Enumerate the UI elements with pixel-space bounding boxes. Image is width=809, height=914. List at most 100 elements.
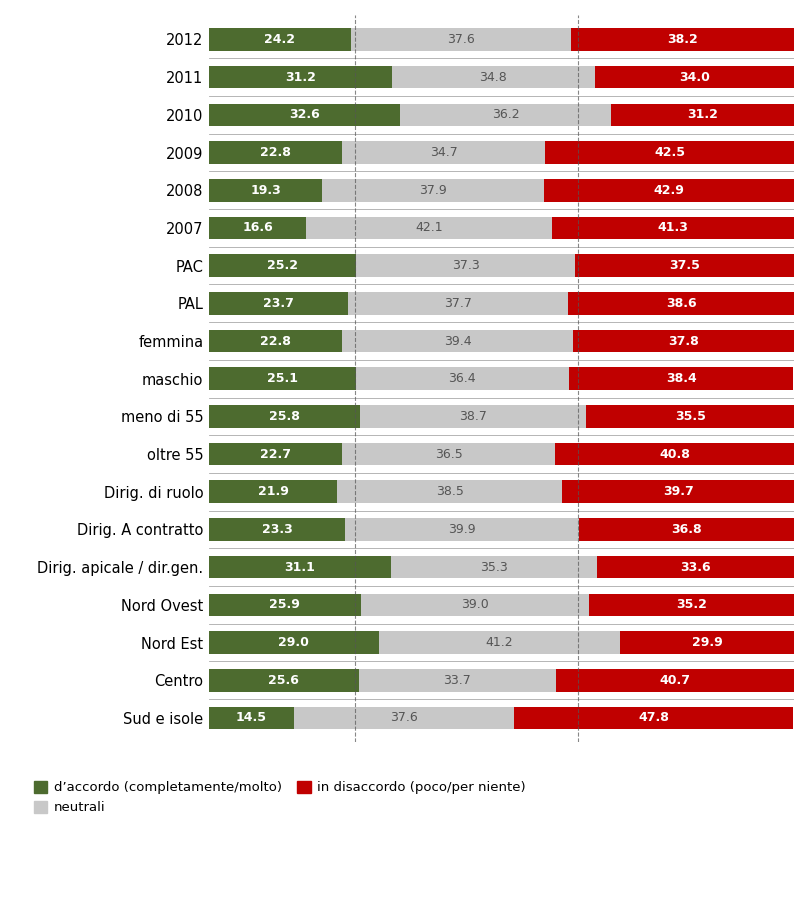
Text: 22.8: 22.8 [260,146,291,159]
Text: 38.7: 38.7 [460,409,487,423]
Text: 37.6: 37.6 [390,711,417,725]
Bar [209,481,337,503]
Text: 36.5: 36.5 [434,448,463,461]
Bar [356,367,569,390]
Bar [209,103,400,126]
Bar [612,103,794,126]
Text: 29.0: 29.0 [278,636,309,649]
Bar [587,405,794,428]
Bar [350,28,570,51]
Text: 29.9: 29.9 [692,636,722,649]
Bar [342,142,545,164]
Legend: d’accordo (completamente/molto), neutrali, in disaccordo (poco/per niente): d’accordo (completamente/molto), neutral… [28,775,531,820]
Bar [348,292,568,314]
Bar [514,707,794,729]
Text: 31.2: 31.2 [285,70,316,84]
Text: 42.5: 42.5 [654,146,685,159]
Text: 22.7: 22.7 [260,448,291,461]
Text: 38.2: 38.2 [667,33,697,46]
Bar [357,254,574,277]
Text: 23.7: 23.7 [263,297,294,310]
Text: 14.5: 14.5 [236,711,267,725]
Text: 40.8: 40.8 [659,448,690,461]
Bar [209,28,350,51]
Text: 34.0: 34.0 [679,70,710,84]
Bar [322,179,544,202]
Text: 34.7: 34.7 [430,146,458,159]
Bar [573,330,794,352]
Bar [379,632,620,654]
Text: 33.6: 33.6 [680,560,711,574]
Bar [209,217,306,239]
Text: 35.3: 35.3 [481,560,508,574]
Text: 42.9: 42.9 [654,184,684,197]
Bar [342,442,555,465]
Bar [345,518,578,541]
Bar [553,217,794,239]
Bar [360,405,587,428]
Text: 16.6: 16.6 [242,221,273,235]
Text: 31.1: 31.1 [285,560,316,574]
Bar [209,442,342,465]
Bar [209,179,322,202]
Text: 38.5: 38.5 [436,485,464,498]
Text: 33.7: 33.7 [443,674,471,686]
Text: 34.8: 34.8 [480,70,507,84]
Bar [209,405,360,428]
Text: 25.9: 25.9 [269,599,300,611]
Text: 40.7: 40.7 [659,674,690,686]
Bar [209,66,392,89]
Bar [342,330,573,352]
Bar [209,142,342,164]
Bar [578,518,794,541]
Bar [391,556,598,579]
Bar [589,593,794,616]
Text: 41.3: 41.3 [658,221,688,235]
Text: 37.8: 37.8 [668,335,699,347]
Text: 23.3: 23.3 [262,523,293,536]
Bar [574,254,794,277]
Bar [595,66,794,89]
Text: 39.7: 39.7 [663,485,694,498]
Bar [598,556,794,579]
Text: 21.9: 21.9 [257,485,289,498]
Text: 31.2: 31.2 [688,109,718,122]
Bar [294,707,514,729]
Text: 38.4: 38.4 [666,372,697,385]
Bar [555,442,794,465]
Bar [562,481,794,503]
Text: 35.2: 35.2 [676,599,707,611]
Text: 39.9: 39.9 [448,523,476,536]
Bar [358,669,556,692]
Text: 37.9: 37.9 [419,184,447,197]
Text: 19.3: 19.3 [250,184,281,197]
Text: 36.8: 36.8 [671,523,701,536]
Bar [209,367,356,390]
Text: 37.5: 37.5 [669,260,700,272]
Text: 25.1: 25.1 [267,372,298,385]
Bar [556,669,794,692]
Text: 42.1: 42.1 [416,221,443,235]
Text: 35.5: 35.5 [675,409,705,423]
Text: 36.4: 36.4 [448,372,477,385]
Bar [392,66,595,89]
Text: 25.8: 25.8 [269,409,300,423]
Bar [545,142,794,164]
Text: 39.4: 39.4 [444,335,472,347]
Text: 37.3: 37.3 [451,260,480,272]
Text: 38.6: 38.6 [666,297,697,310]
Text: 47.8: 47.8 [638,711,669,725]
Bar [209,518,345,541]
Bar [400,103,612,126]
Text: 24.2: 24.2 [265,33,295,46]
Bar [544,179,794,202]
Text: 32.6: 32.6 [289,109,320,122]
Text: 37.7: 37.7 [444,297,472,310]
Bar [209,669,358,692]
Bar [209,254,357,277]
Text: 25.2: 25.2 [267,260,299,272]
Bar [209,330,342,352]
Bar [209,292,348,314]
Bar [209,556,391,579]
Bar [209,593,361,616]
